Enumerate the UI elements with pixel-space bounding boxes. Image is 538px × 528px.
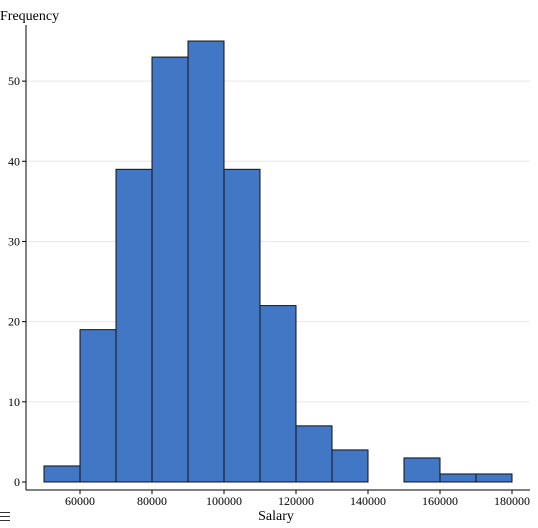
x-tick-label-100000: 100000: [206, 494, 242, 508]
histogram-bar-0: [43, 465, 81, 483]
x-tick-label-180000: 180000: [494, 494, 530, 508]
y-tick-label-30: 30: [8, 234, 20, 248]
y-tick-label-50: 50: [8, 74, 20, 88]
histogram-bar-10: [403, 457, 441, 483]
histogram-bar-8: [331, 449, 369, 483]
histogram-bar-12: [475, 473, 513, 483]
tick-labels: 0 10 20 30 40 50 60000 80000 100000 120000 140000 1…: [8, 74, 530, 508]
histogram-bars: [43, 40, 513, 483]
histogram-bar-6: [259, 305, 297, 483]
hamburger-menu-icon[interactable]: [0, 512, 10, 521]
gridlines: [26, 80, 530, 403]
y-axis-title: Frequency: [0, 9, 59, 24]
y-tick-label-10: 10: [8, 395, 20, 409]
histogram-bar-7: [295, 425, 333, 483]
axes: [22, 25, 530, 494]
histogram-bar-1: [79, 329, 117, 483]
y-tick-label-0: 0: [14, 475, 20, 489]
x-tick-label-120000: 120000: [278, 494, 314, 508]
y-tick-label-40: 40: [8, 154, 20, 168]
histogram-bar-11: [439, 473, 477, 483]
histogram-bar-4: [187, 40, 225, 483]
x-axis-title: Salary: [258, 509, 294, 524]
histogram-bar-3: [151, 56, 189, 483]
x-tick-label-140000: 140000: [350, 494, 386, 508]
x-tick-label-160000: 160000: [422, 494, 458, 508]
x-tick-label-60000: 60000: [65, 494, 95, 508]
x-tick-label-80000: 80000: [137, 494, 167, 508]
histogram-bar-5: [223, 168, 261, 483]
y-tick-label-20: 20: [8, 315, 20, 329]
histogram-bar-2: [115, 168, 153, 483]
